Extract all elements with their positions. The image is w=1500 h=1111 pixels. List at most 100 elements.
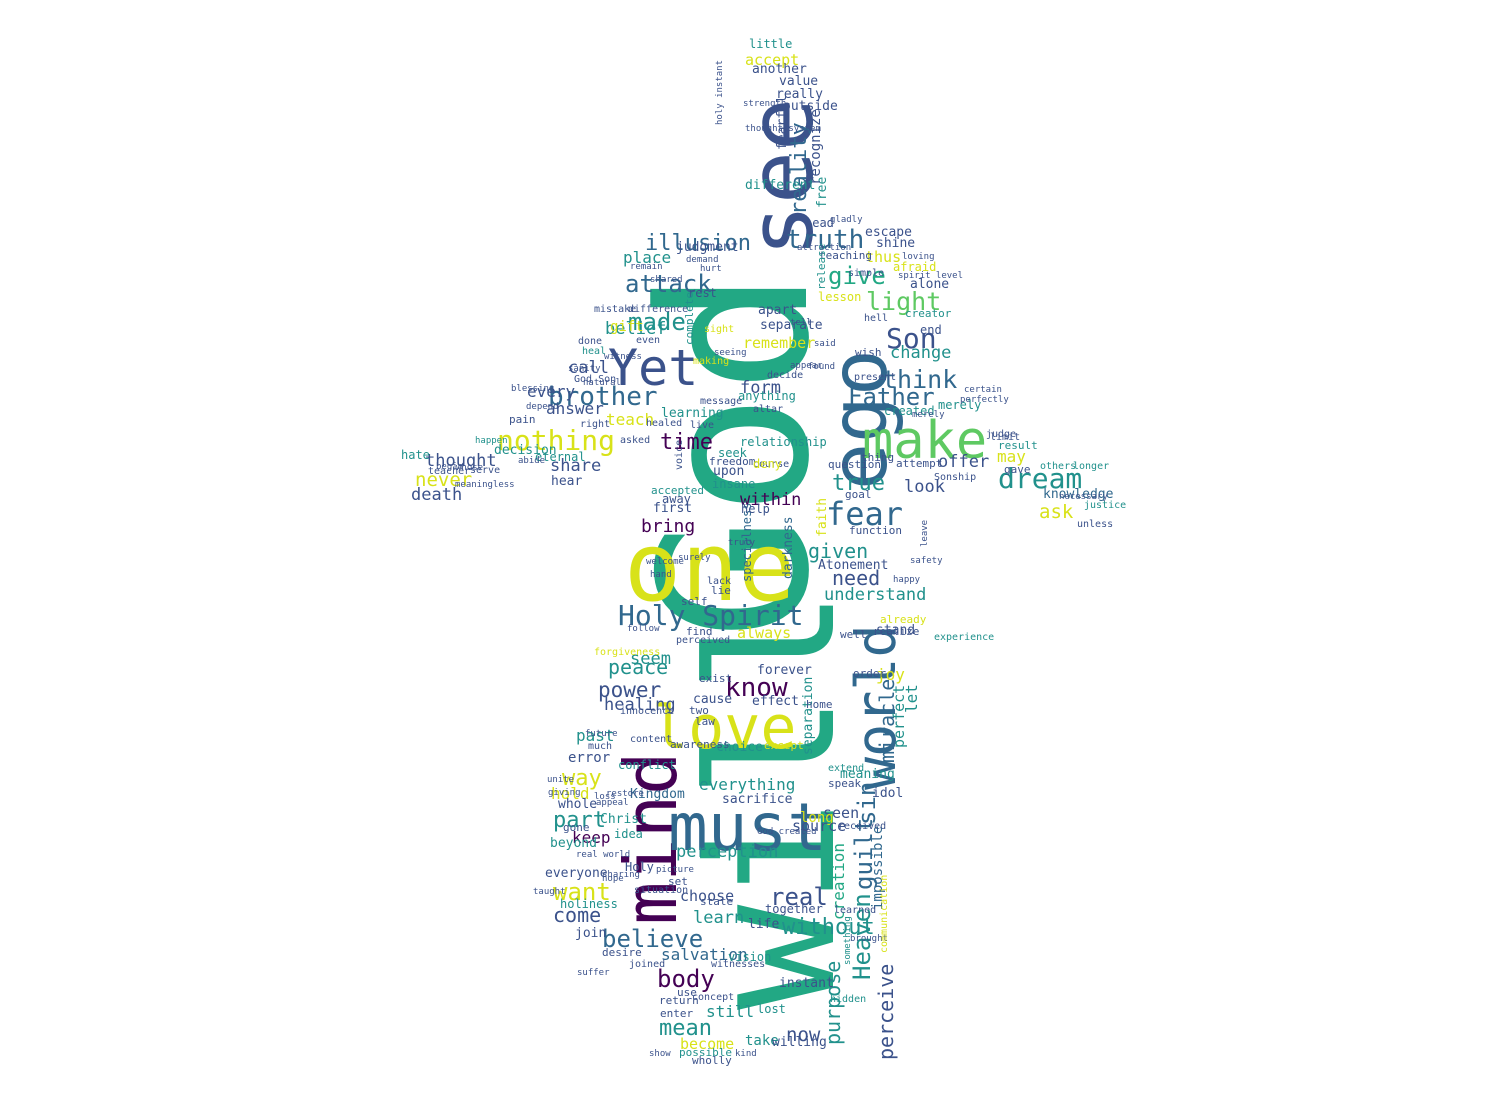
cloud-word: appear [790, 361, 823, 371]
cloud-word: whole [558, 797, 597, 812]
cloud-word: true [832, 471, 885, 496]
cloud-word: loving [902, 252, 935, 262]
cloud-word: holy instant [715, 60, 725, 125]
cloud-word: hand [650, 570, 672, 580]
cloud-word: specialness [740, 503, 754, 582]
cloud-word: judgment [676, 240, 739, 255]
cloud-word: take [745, 1033, 779, 1049]
cloud-word: hate [401, 448, 430, 462]
cloud-word: others [1040, 461, 1076, 472]
cloud-word: situation [634, 885, 688, 896]
cloud-word: willing [772, 1035, 827, 1050]
cloud-word: unless [1077, 519, 1113, 530]
cloud-word: instant [779, 976, 834, 991]
cloud-word: question [828, 458, 881, 471]
cloud-word: teacher [428, 466, 470, 477]
cloud-word: love [652, 693, 797, 763]
cloud-word: thought [425, 451, 497, 471]
cloud-word: joined [629, 959, 665, 970]
cloud-word: brought [850, 934, 888, 944]
cloud-word: teach [606, 410, 654, 429]
cloud-word: want [553, 878, 611, 906]
cloud-word: asked [620, 435, 650, 446]
cloud-word: truth [786, 225, 864, 255]
cloud-word: whose [456, 463, 483, 473]
cloud-word: learned [834, 905, 876, 916]
cloud-word: little [749, 37, 792, 51]
cloud-word: healed [646, 418, 682, 429]
cloud-word: strength [743, 99, 786, 109]
cloud-word: already [880, 613, 927, 626]
cloud-word: remain [630, 262, 663, 272]
cloud-word: vision [728, 950, 771, 964]
cloud-word: leave [920, 520, 930, 547]
cloud-word: become [680, 1035, 734, 1053]
cloud-word: hurt [700, 264, 722, 274]
cloud-word: cause [693, 692, 732, 707]
cloud-word: thus [865, 248, 901, 266]
cloud-word: present [854, 372, 896, 383]
cloud-word: Christ [600, 812, 647, 827]
cloud-word: gave [1004, 463, 1031, 476]
cloud-word: join [575, 926, 606, 941]
cloud-word: recognize [808, 109, 824, 185]
cloud-word: seeing [714, 348, 747, 358]
cloud-word: guilt [850, 818, 878, 890]
cloud-word: separate [760, 318, 823, 333]
cloud-word: dream [998, 462, 1082, 495]
cloud-word: welcome [646, 557, 684, 567]
cloud-word: received [838, 821, 886, 832]
cloud-word: answer [546, 399, 604, 418]
cloud-word: within [740, 490, 801, 510]
cloud-word: fearful [775, 95, 790, 150]
cloud-word: forever [757, 663, 812, 678]
cloud-word: lead [805, 216, 834, 230]
cloud-word: understand [824, 585, 926, 605]
cloud-word: still [706, 1002, 754, 1021]
cloud-word: abide [518, 456, 545, 466]
cloud-word: reality [787, 122, 812, 215]
cloud-word: God created [757, 827, 817, 837]
cloud-word: share [550, 456, 601, 476]
cloud-word: meaningless [455, 480, 515, 490]
cloud-word: Holy Spirit [618, 599, 803, 632]
cloud-word: experience [934, 632, 994, 643]
cloud-word: God Son [574, 374, 616, 385]
cloud-word: decide [767, 370, 803, 381]
cloud-word: communication [879, 875, 890, 953]
cloud-word: Atonement [818, 558, 888, 573]
cloud-word: healing [604, 695, 676, 715]
cloud-word: attempt [896, 457, 942, 470]
cloud-word: kind [735, 1049, 757, 1059]
cloud-word: shared [650, 275, 683, 285]
cloud-word: future [585, 729, 618, 739]
cloud-word: witnesses [711, 959, 765, 970]
cloud-word: innocence [620, 706, 674, 717]
cloud-word: content [630, 734, 672, 745]
cloud-word: witness [604, 352, 642, 362]
cloud-word: perfect [890, 685, 908, 748]
cloud-word: peace [608, 655, 668, 679]
cloud-word: may [997, 447, 1026, 466]
cloud-word: return [659, 994, 699, 1007]
cloud-word: power [598, 678, 661, 702]
cloud-word: order [853, 667, 886, 680]
cloud-word: body [657, 965, 715, 993]
cloud-word: gladly [830, 215, 863, 225]
cloud-word: justice [1084, 500, 1126, 511]
cloud-word: darkness [781, 516, 796, 579]
cloud-word: help [741, 502, 770, 516]
cloud-word: extend [828, 763, 864, 774]
cloud-word: accept [745, 51, 799, 69]
cloud-word: done [578, 336, 602, 347]
cloud-word: suffer [577, 968, 610, 978]
cloud-word: form [740, 378, 781, 398]
cloud-word: merely [912, 410, 945, 420]
cloud-word: error [568, 750, 610, 766]
cloud-word: exist [699, 672, 732, 685]
cloud-word: without [782, 915, 875, 940]
cloud-word: enter [660, 1007, 693, 1020]
cloud-word: joy [876, 665, 905, 684]
cloud-word: merely [938, 398, 981, 412]
cloud-word: together [765, 902, 823, 916]
